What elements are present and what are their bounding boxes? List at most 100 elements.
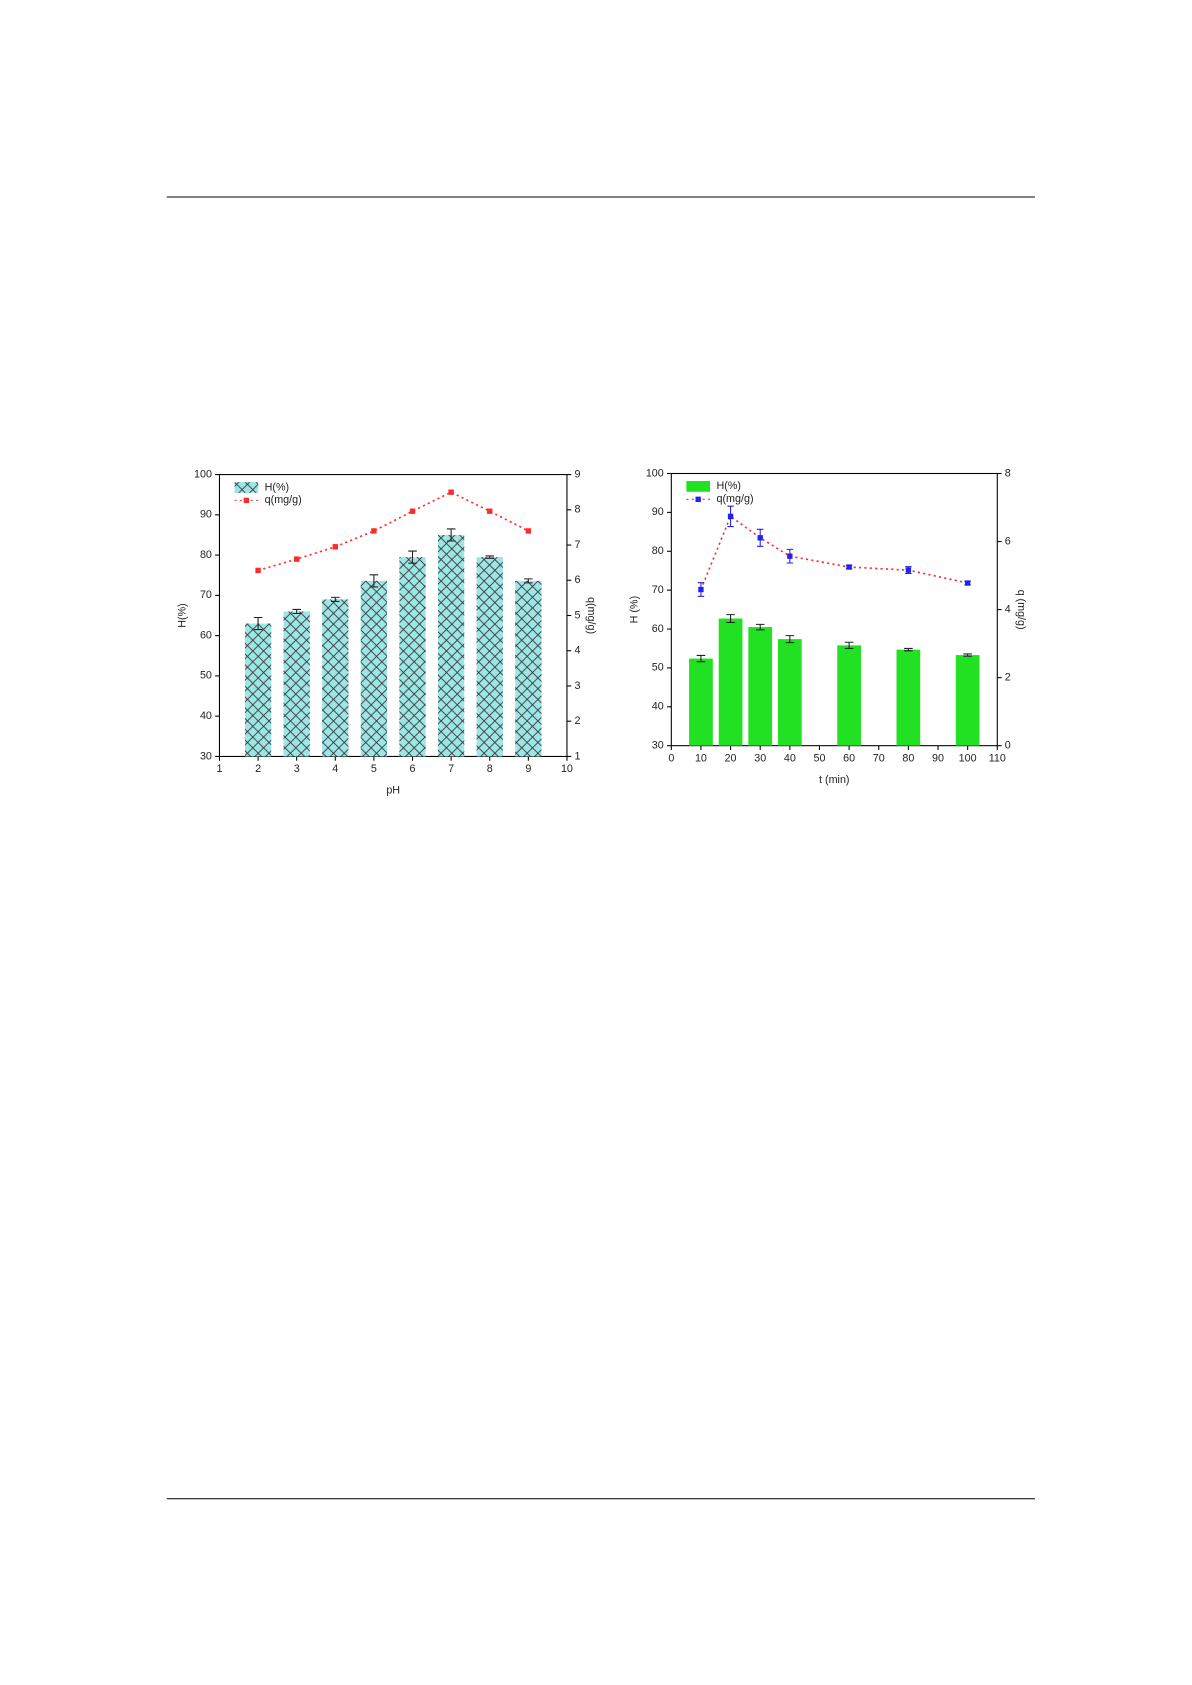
legend-swatch-hatch bbox=[234, 482, 259, 493]
y-axis-label: H(%) bbox=[177, 603, 189, 627]
y2-tick-label: 8 bbox=[574, 504, 580, 516]
marker bbox=[371, 528, 377, 534]
x-tick-label: 7 bbox=[448, 763, 454, 775]
bar-hatch bbox=[360, 580, 388, 757]
x-tick-label: 8 bbox=[487, 763, 493, 775]
bar bbox=[748, 627, 773, 746]
marker bbox=[293, 556, 300, 562]
error-bar bbox=[369, 574, 379, 588]
x-tick-label: 20 bbox=[725, 752, 737, 764]
y-tick-label: 90 bbox=[200, 509, 212, 521]
y-tick-label: 80 bbox=[200, 549, 212, 561]
bar-hatch bbox=[399, 557, 426, 757]
y-tick-label: 50 bbox=[200, 670, 212, 682]
legend-marker bbox=[695, 496, 701, 503]
x-axis-label: t (min) bbox=[819, 774, 849, 786]
x-tick-label: 50 bbox=[813, 752, 825, 764]
x-tick-label: 70 bbox=[873, 752, 885, 764]
x-tick-label: 9 bbox=[525, 763, 531, 775]
error-bar bbox=[726, 614, 735, 623]
x-tick-label: 3 bbox=[294, 763, 300, 775]
error-bar bbox=[844, 641, 854, 650]
bar-hatch bbox=[283, 611, 310, 757]
x-tick-label: 60 bbox=[843, 752, 855, 764]
y2-tick-label: 0 bbox=[1005, 740, 1011, 752]
marker bbox=[905, 567, 912, 573]
y-tick-label: 30 bbox=[200, 750, 212, 762]
error-bar bbox=[485, 555, 495, 559]
bar bbox=[777, 639, 802, 746]
x-tick-label: 10 bbox=[561, 763, 573, 775]
x-tick-label: 30 bbox=[754, 752, 766, 764]
y2-tick-label: 1 bbox=[574, 750, 580, 762]
x-tick-label: 0 bbox=[668, 752, 674, 764]
x-tick-label: 40 bbox=[784, 752, 796, 764]
bar-hatch bbox=[476, 557, 503, 757]
bar bbox=[955, 655, 980, 746]
y-tick-label: 60 bbox=[652, 623, 664, 635]
legend-label: q(mg/g) bbox=[716, 493, 753, 505]
marker bbox=[698, 586, 704, 593]
y-axis-label: H (%) bbox=[629, 596, 641, 623]
y2-tick-label: 3 bbox=[574, 680, 580, 692]
error-bar bbox=[524, 578, 533, 584]
x-tick-label: 80 bbox=[902, 752, 914, 764]
bar bbox=[718, 618, 743, 746]
y-tick-label: 60 bbox=[200, 629, 212, 641]
y2-tick-label: 2 bbox=[1005, 671, 1011, 683]
marker bbox=[846, 564, 852, 570]
y2-tick-label: 6 bbox=[1005, 535, 1011, 547]
y2-tick-label: 9 bbox=[574, 468, 580, 480]
x-tick-label: 1 bbox=[216, 763, 222, 775]
x-tick-label: 110 bbox=[989, 752, 1006, 764]
error-bar bbox=[755, 623, 765, 631]
y-tick-label: 80 bbox=[652, 545, 664, 557]
error-bar bbox=[904, 647, 913, 652]
marker bbox=[448, 489, 454, 495]
y-tick-label: 100 bbox=[646, 467, 664, 479]
x-tick-label: 6 bbox=[410, 763, 416, 775]
marker bbox=[409, 508, 416, 514]
x-tick-label: 100 bbox=[959, 752, 977, 764]
line bbox=[700, 515, 968, 590]
y2-tick-label: 4 bbox=[574, 645, 580, 657]
bar-hatch bbox=[437, 534, 465, 757]
x-tick-label: 10 bbox=[695, 752, 707, 764]
x-tick-label: 90 bbox=[932, 752, 944, 764]
y2-tick-label: 2 bbox=[574, 715, 580, 727]
marker bbox=[487, 508, 493, 514]
plot-frame bbox=[218, 474, 568, 757]
marker bbox=[332, 544, 338, 550]
y-tick-label: 90 bbox=[652, 506, 664, 518]
error-bar bbox=[785, 635, 795, 644]
error-bar bbox=[963, 653, 972, 657]
y2-axis-label: q (mg/g) bbox=[1015, 590, 1027, 630]
legend-label: q(mg/g) bbox=[265, 494, 302, 506]
y2-tick-label: 8 bbox=[1005, 467, 1011, 479]
y-tick-label: 40 bbox=[200, 710, 212, 722]
x-tick-label: 2 bbox=[255, 763, 261, 775]
marker bbox=[727, 513, 734, 520]
error-bar bbox=[446, 528, 456, 542]
marker bbox=[255, 567, 261, 574]
error-bar bbox=[292, 608, 301, 615]
x-tick-label: 4 bbox=[332, 763, 338, 775]
error-bar bbox=[696, 654, 706, 663]
bar-hatch bbox=[515, 580, 542, 757]
marker bbox=[964, 580, 971, 586]
y-tick-label: 30 bbox=[652, 740, 664, 752]
legend-label: H(%) bbox=[265, 481, 289, 493]
error-bar bbox=[408, 550, 417, 564]
y2-tick-label: 4 bbox=[1005, 603, 1011, 615]
legend-label: H(%) bbox=[716, 480, 740, 492]
bar bbox=[837, 645, 861, 746]
y-tick-label: 100 bbox=[194, 468, 212, 480]
x-tick-label: 5 bbox=[371, 763, 377, 775]
bar bbox=[689, 658, 713, 746]
y2-tick-label: 5 bbox=[574, 609, 580, 621]
x-axis-label: pH bbox=[386, 785, 400, 797]
marker bbox=[787, 553, 793, 559]
y-tick-label: 70 bbox=[200, 589, 212, 601]
y2-tick-label: 6 bbox=[574, 574, 580, 586]
